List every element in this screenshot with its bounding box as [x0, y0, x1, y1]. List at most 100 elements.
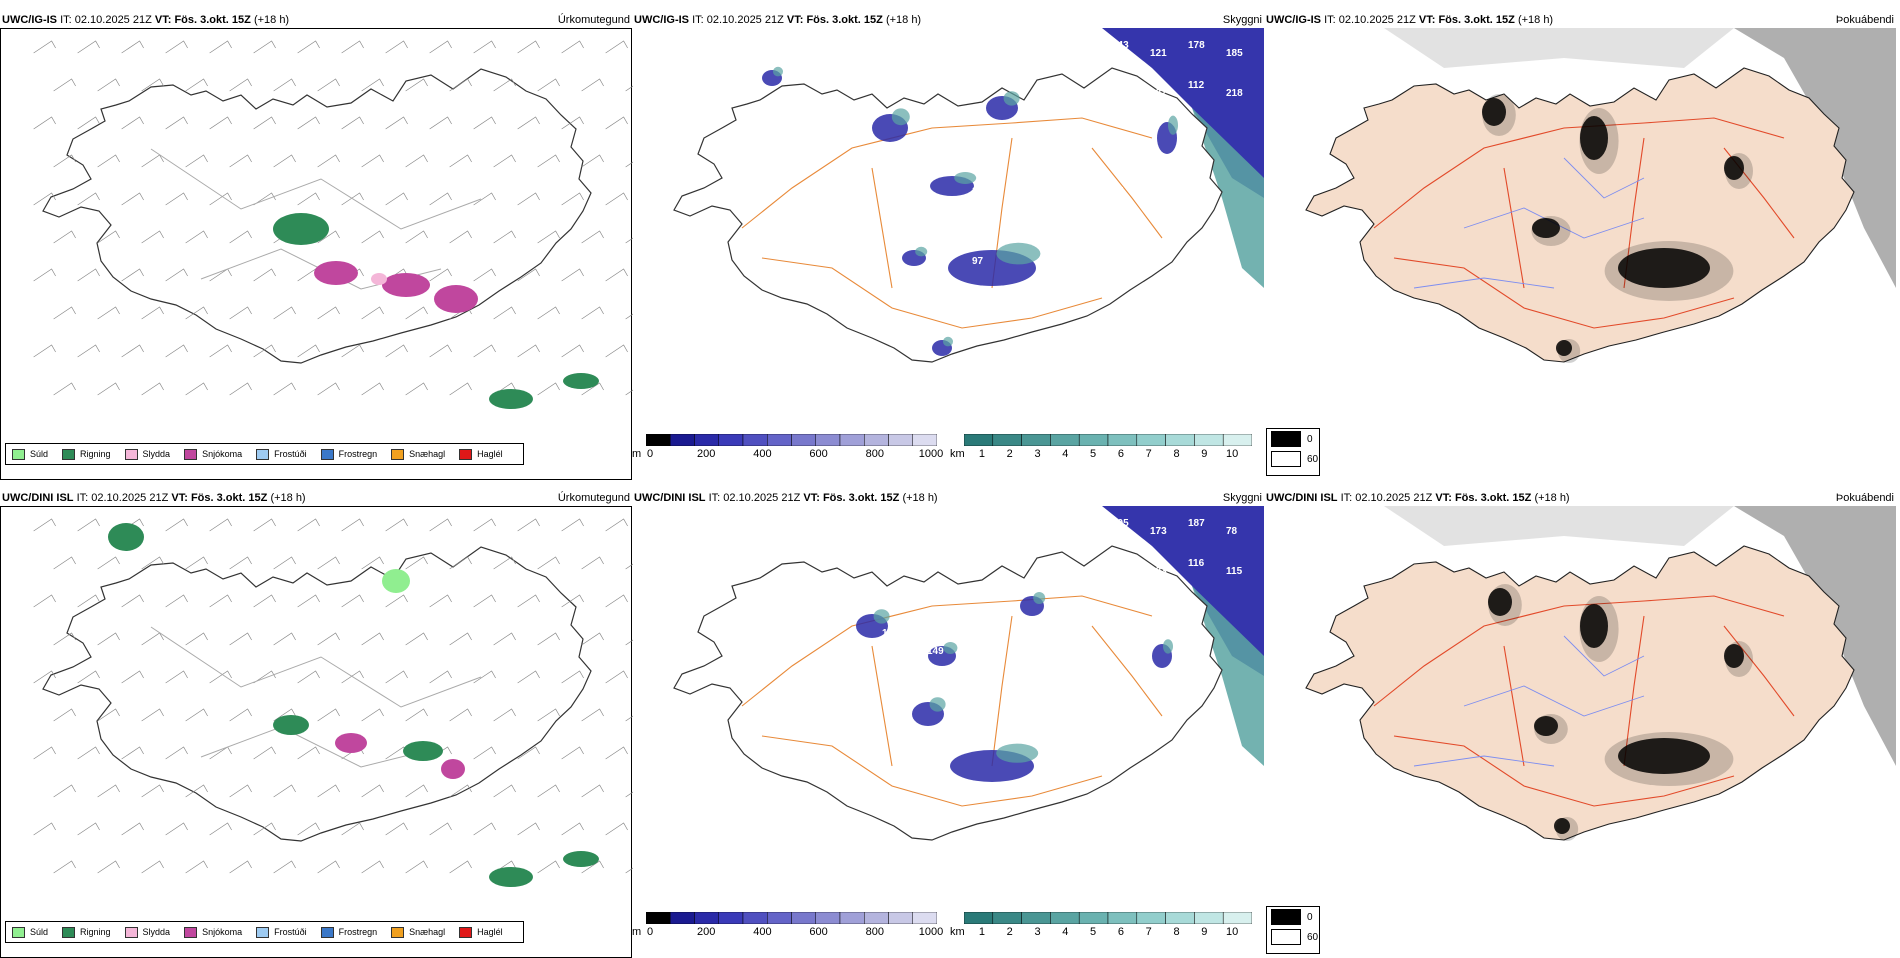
colorbar-m: m 0 200 400 600 800 1000 — [632, 912, 943, 942]
legend-swatch — [391, 448, 405, 460]
colorbar-bin — [864, 912, 889, 924]
colorbar-unit: km — [950, 926, 965, 938]
colorbar-bin — [791, 434, 816, 446]
iceland-map — [33, 40, 633, 409]
vt-label: VT: — [1435, 492, 1452, 504]
fog-legend: 0 60 — [1266, 428, 1320, 476]
legend-item: Haglél — [459, 926, 503, 938]
model-name: UWC/IG-IS — [1266, 14, 1321, 26]
it-label: IT: — [60, 14, 72, 26]
map-area: 105 173 187 78 160 123 116 115 145 149 125 — [632, 506, 1264, 906]
visibility-value-label: 112 — [1188, 80, 1205, 91]
iceland-map — [33, 518, 633, 887]
legend-label: Frostregn — [338, 449, 378, 459]
panel-precip-type-row-1: UWC/IG-IS IT: 02.10.2025 21Z VT: Fös. 3.… — [0, 12, 633, 480]
vt-value: Fös. 3.okt. 15Z — [174, 14, 251, 26]
it-value: 02.10.2025 21Z — [706, 14, 784, 26]
model-name: UWC/DINI ISL — [2, 492, 74, 504]
fog-legend: 0 60 — [1266, 906, 1320, 954]
legend-label: Rigning — [80, 449, 111, 459]
panel-title: UWC/IG-IS IT: 02.10.2025 21Z VT: Fös. 3.… — [1266, 14, 1553, 26]
colorbar-bin — [888, 434, 913, 446]
colorbar-tick: 200 — [697, 926, 716, 938]
visibility-value-label: 105 — [1112, 518, 1129, 529]
fog-legend-swatch — [1271, 929, 1301, 945]
lead-time: (+18 h) — [270, 492, 306, 504]
fog-legend-row: 0 — [1267, 429, 1319, 449]
colorbar-tick: 8 — [1173, 926, 1180, 938]
fog-legend-row: 0 — [1267, 907, 1319, 927]
colorbar-tick: 1 — [978, 926, 985, 938]
vt-value: Fös. 3.okt. 15Z — [1438, 14, 1515, 26]
lead-time: (+18 h) — [1534, 492, 1570, 504]
colorbar-bin — [888, 912, 913, 924]
legend-label: Haglél — [477, 449, 503, 459]
legend-item: Frostregn — [320, 448, 378, 460]
it-value: 02.10.2025 21Z — [723, 492, 801, 504]
iceland-map: 105 173 187 78 160 123 116 115 145 149 125 — [673, 506, 1264, 841]
colorbar-tick: 600 — [809, 926, 828, 938]
fog-legend-value: 60 — [1307, 453, 1319, 465]
visibility-value-label: 57 — [1017, 150, 1029, 161]
iceland-map — [1305, 506, 1896, 841]
vt-label: VT: — [803, 492, 820, 504]
colorbar-bin — [742, 434, 768, 446]
visibility-value-label: 125 — [972, 664, 989, 675]
it-label: IT: — [1324, 14, 1336, 26]
colorbar-swatches — [964, 912, 1252, 924]
visibility-value-label: 100 — [927, 308, 944, 319]
colorbar-swatches — [646, 434, 937, 446]
colorbar-bin — [1107, 912, 1138, 924]
precip-type-legend: Súld Rigning Slydda Snjókoma Frostúði Frostre… — [5, 921, 524, 943]
colorbar-m: m 0 200 400 600 800 1000 — [632, 434, 943, 464]
visibility-value-label: 102 — [1107, 256, 1124, 267]
map-area: Súld Rigning Slydda Snjókoma Frostúði Frostre… — [0, 506, 633, 958]
colorbar-bin — [646, 434, 671, 446]
legend-item: Súld — [12, 926, 48, 938]
map-area: 143 121 178 185 181 127 112 218 127 173 167 57 68 145… — [632, 28, 1264, 428]
visibility-value-label: 75 — [882, 220, 894, 231]
visibility-value-label: 123 — [1150, 566, 1167, 577]
legend-swatch — [320, 448, 334, 460]
iceland-map — [1305, 28, 1896, 363]
visibility-value-label: 149 — [927, 646, 944, 657]
colorbar-tick: 0 — [646, 926, 654, 938]
it-label: IT: — [1340, 492, 1353, 504]
colorbar-bin — [1078, 912, 1109, 924]
colorbar-tick: 2 — [1006, 926, 1013, 938]
visibility-value-label: 78 — [1226, 526, 1238, 537]
colorbar-ticks: 1 2 3 4 5 6 7 8 9 10 — [964, 926, 1252, 942]
legend-label: Rigning — [80, 927, 111, 937]
legend-label: Frostúði — [274, 449, 307, 459]
legend-item: Snjókoma — [184, 448, 242, 460]
colorbar-tick: 4 — [1062, 448, 1069, 460]
colorbar-bin — [791, 912, 816, 924]
colorbar-tick: 10 — [1225, 926, 1239, 938]
colorbar-bin — [1021, 434, 1051, 446]
fog-legend-value: 0 — [1307, 433, 1313, 445]
colorbar-tick: 5 — [1090, 926, 1097, 938]
colorbar-tick: 1 — [978, 448, 985, 460]
visibility-value-label: 121 — [1150, 48, 1167, 59]
colorbar-bin — [718, 912, 744, 924]
panel-field-label: Skyggni — [1222, 492, 1262, 504]
panel-title: UWC/DINI ISL IT: 02.10.2025 21Z VT: Fös.… — [2, 492, 306, 504]
visibility-value-label: 173 — [927, 168, 944, 179]
legend-swatch — [62, 448, 76, 460]
colorbar-tick: 5 — [1090, 448, 1097, 460]
legend-item: Frostúði — [256, 926, 307, 938]
it-label: IT: — [708, 492, 721, 504]
colorbar-ticks: 1 2 3 4 5 6 7 8 9 10 — [964, 448, 1252, 464]
legend-label: Snæhagl — [409, 449, 446, 459]
colorbar-tick: 4 — [1062, 926, 1069, 938]
visibility-value-label: 173 — [1150, 526, 1167, 537]
colorbar-tick: 8 — [1173, 448, 1180, 460]
panel-visibility-row-2: UWC/DINI ISL IT: 02.10.2025 21Z VT: Fös.… — [632, 490, 1264, 955]
precip-type-legend: Súld Rigning Slydda Snjókoma Frostúði Frostre… — [5, 443, 524, 465]
legend-label: Frostúði — [274, 927, 307, 937]
legend-item: Snjókoma — [184, 926, 242, 938]
colorbar-bin — [670, 912, 695, 924]
colorbar-km: km 1 2 3 4 5 6 7 8 9 10 — [950, 912, 1252, 942]
colorbar-bin — [912, 912, 937, 924]
it-value: 02.10.2025 21Z — [91, 492, 169, 504]
